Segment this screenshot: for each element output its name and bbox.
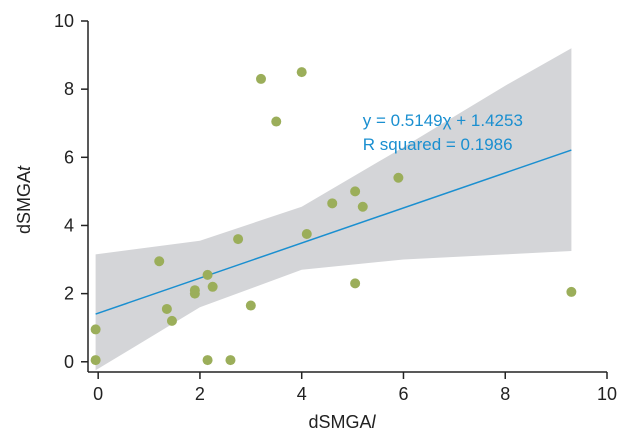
data-point	[202, 355, 213, 366]
x-tick-label: 8	[500, 384, 510, 404]
data-point	[166, 315, 177, 326]
data-point	[207, 281, 218, 292]
r-squared-label: R squared = 0.1986	[363, 135, 513, 154]
x-tick-label: 0	[93, 384, 103, 404]
data-point	[566, 286, 577, 297]
y-tick-label: 8	[64, 79, 74, 99]
data-point	[350, 278, 361, 289]
confidence-band	[95, 48, 572, 371]
x-tick-label: 2	[195, 384, 205, 404]
data-points-layer	[90, 67, 577, 366]
data-point	[357, 201, 368, 212]
x-tick-label: 10	[597, 384, 617, 404]
regression-equation: y = 0.5149χ + 1.4253	[363, 111, 523, 130]
data-point	[90, 355, 101, 366]
y-tick-label: 0	[64, 352, 74, 372]
data-point	[189, 288, 200, 299]
data-point	[327, 198, 338, 209]
y-tick-label: 10	[54, 11, 74, 31]
x-axis-label: dSMGAl	[308, 412, 376, 432]
data-point	[154, 256, 165, 267]
regression-line	[95, 149, 572, 315]
data-point	[233, 234, 244, 245]
data-point	[350, 186, 361, 197]
y-tick-label: 4	[64, 215, 74, 235]
data-point	[225, 355, 236, 366]
data-point	[393, 172, 404, 183]
data-point	[90, 324, 101, 335]
x-tick-label: 6	[398, 384, 408, 404]
data-point	[301, 228, 312, 239]
y-axis-label: dSMGAt	[14, 165, 34, 234]
regression-line-layer	[95, 149, 572, 315]
x-tick-label: 4	[297, 384, 307, 404]
data-point	[271, 116, 282, 127]
tick-labels: 0 2 4 6 8 10 0 2 4 6 8 10	[54, 11, 617, 404]
data-point	[245, 300, 256, 311]
data-point	[296, 67, 307, 78]
data-point	[202, 269, 213, 280]
y-tick-label: 2	[64, 284, 74, 304]
data-point	[256, 73, 266, 84]
axes	[81, 20, 608, 379]
y-tick-label: 6	[64, 147, 74, 167]
confidence-band-layer	[95, 48, 572, 371]
data-point	[161, 303, 172, 314]
